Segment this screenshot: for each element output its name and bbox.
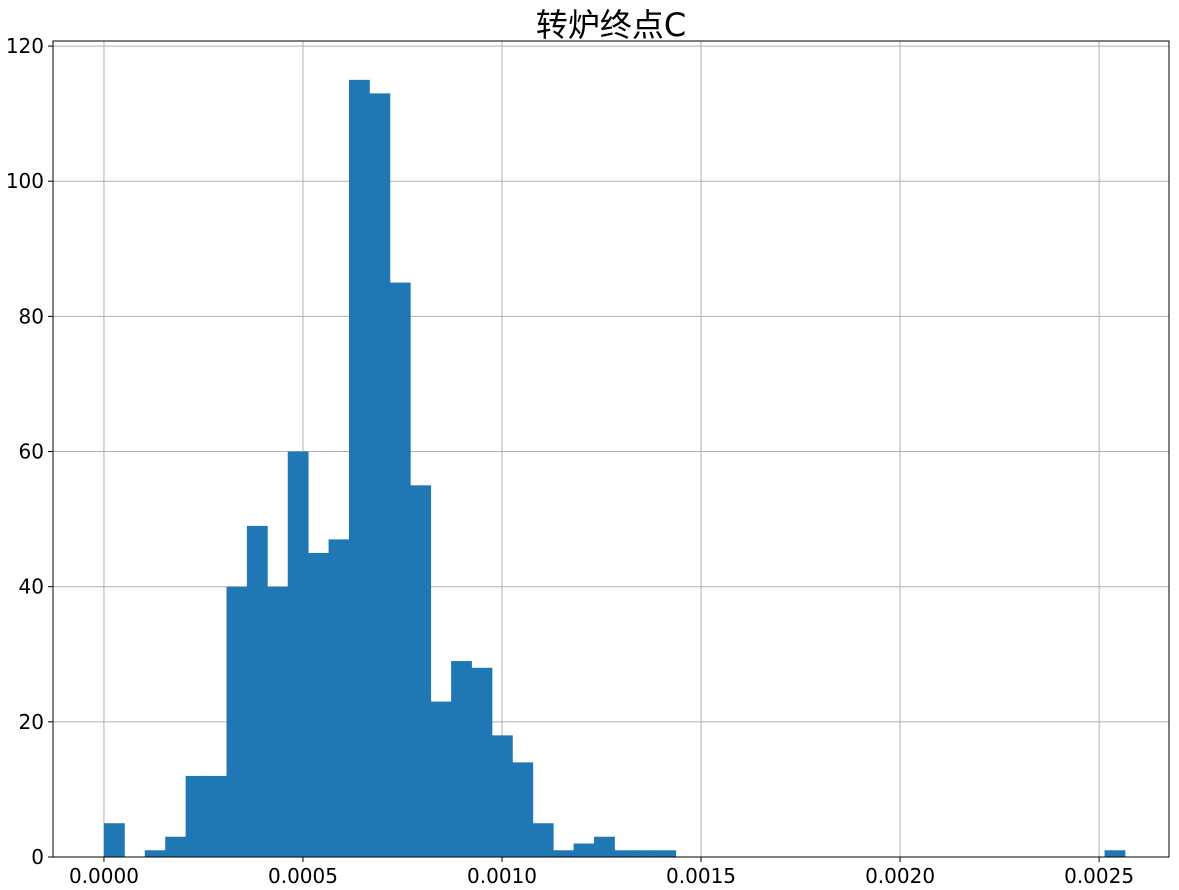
histogram-bar (246, 525, 268, 857)
histogram-bars (103, 79, 1126, 858)
histogram-bar (226, 586, 248, 857)
y-tick-label: 100 (6, 169, 44, 193)
x-axis: 0.0000 0.0005 0.0010 0.0015 0.0020 0.0025 (69, 857, 1134, 888)
histogram-bar (614, 850, 636, 857)
histogram-bar (451, 661, 472, 857)
x-tick-label: 0.0010 (467, 864, 537, 888)
histogram-bar (655, 850, 677, 857)
grid-lines (53, 41, 1169, 858)
histogram-bar (144, 850, 166, 857)
y-tick-label: 0 (31, 845, 44, 869)
histogram-bar (389, 282, 411, 857)
histogram-bar (165, 836, 187, 857)
histogram-bar (369, 93, 391, 857)
y-tick-label: 120 (6, 34, 44, 58)
histogram-bar (267, 586, 289, 857)
histogram-bar (512, 762, 534, 857)
histogram-bar (430, 701, 452, 857)
histogram-bar (491, 735, 513, 857)
x-tick-label: 0.0020 (865, 864, 935, 888)
chart-title: 转炉终点C (536, 6, 686, 44)
y-tick-label: 60 (19, 440, 44, 464)
histogram-bar (328, 539, 350, 857)
histogram-bar (103, 823, 125, 857)
histogram-bar (410, 485, 432, 857)
x-tick-label: 0.0025 (1064, 864, 1134, 888)
histogram-bar (594, 836, 615, 857)
histogram-bar (532, 823, 554, 857)
histogram-bar (553, 850, 575, 857)
y-tick-label: 20 (19, 710, 44, 734)
histogram-bar (573, 843, 595, 857)
histogram-bar (471, 667, 493, 857)
y-tick-label: 40 (19, 575, 44, 599)
histogram-bar (206, 775, 227, 857)
x-tick-label: 0.0005 (268, 864, 338, 888)
histogram-bar (287, 451, 309, 857)
x-tick-label: 0.0000 (69, 864, 139, 888)
y-tick-label: 80 (19, 304, 44, 328)
x-tick-label: 0.0015 (666, 864, 736, 888)
y-axis: 0 20 40 60 80 100 120 (6, 34, 53, 869)
plot-frame (52, 40, 1170, 858)
histogram-bar (308, 552, 329, 857)
histogram-bar (634, 850, 656, 857)
histogram-bar (185, 775, 207, 857)
histogram-bar (1104, 850, 1126, 857)
histogram-bar (348, 79, 370, 858)
